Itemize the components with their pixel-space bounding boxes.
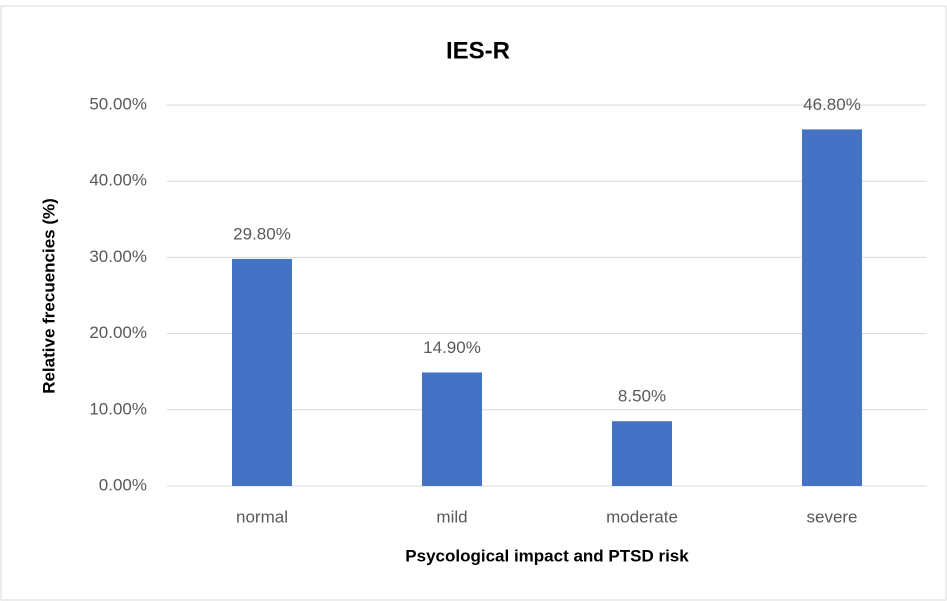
y-tick-label: 0.00% <box>99 475 147 494</box>
bar <box>422 372 482 486</box>
x-tick-label: severe <box>806 507 857 526</box>
x-axis-title: Psycological impact and PTSD risk <box>405 546 689 565</box>
chart-title: IES-R <box>446 37 510 64</box>
y-tick-label: 10.00% <box>89 399 147 418</box>
y-axis-title: Relative frecuencies (%) <box>39 198 58 394</box>
data-label: 29.80% <box>233 224 291 243</box>
y-tick-label: 30.00% <box>89 247 147 266</box>
y-tick-label: 40.00% <box>89 171 147 190</box>
y-tick-label: 50.00% <box>89 94 147 113</box>
y-tick-label: 20.00% <box>89 323 147 342</box>
bar <box>232 258 292 486</box>
data-label: 46.80% <box>803 95 861 114</box>
data-label: 14.90% <box>423 338 481 357</box>
x-tick-label: normal <box>236 507 288 526</box>
bar <box>802 129 862 486</box>
data-label: 8.50% <box>618 387 666 406</box>
x-tick-label: moderate <box>606 507 678 526</box>
bar <box>612 421 672 486</box>
x-tick-label: mild <box>436 507 467 526</box>
